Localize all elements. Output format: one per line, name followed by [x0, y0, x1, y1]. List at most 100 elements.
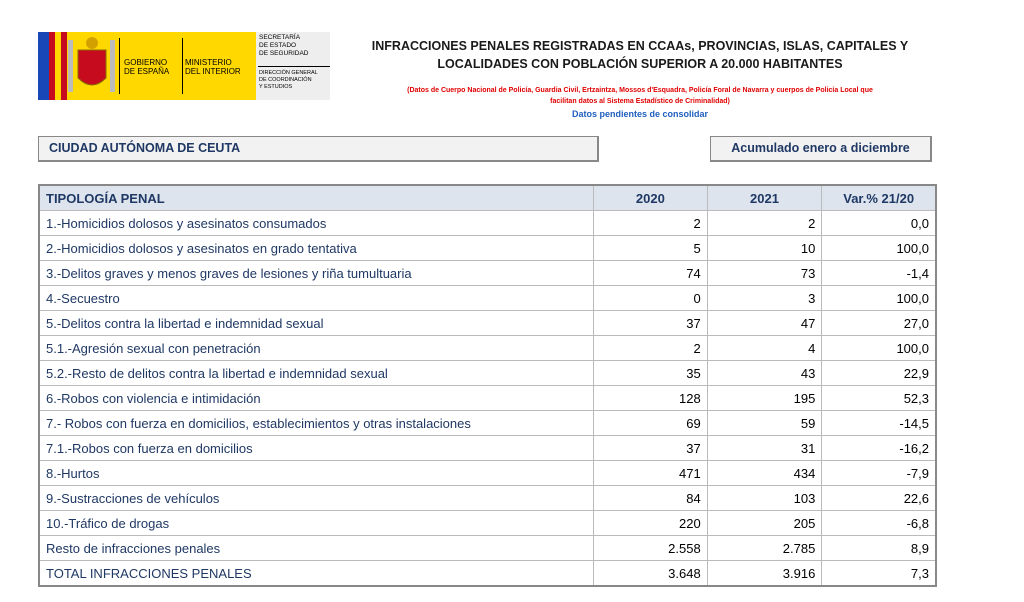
table-body: 1.-Homicidios dolosos y asesinatos consu…: [38, 210, 937, 587]
number-cell: 52,3: [821, 385, 937, 411]
ministry-name: MINISTERIO DEL INTERIOR: [185, 58, 241, 76]
number-cell: -1,4: [821, 260, 937, 286]
logo-line: DE SEGURIDAD: [259, 50, 309, 57]
column-header: Var.% 21/20: [821, 184, 937, 211]
logo-line: MINISTERIO: [185, 58, 232, 67]
number-cell: 10: [706, 235, 823, 261]
label-cell: 5.1.-Agresión sexual con penetración: [38, 335, 595, 361]
logo-line: DIRECCIÓN GENERAL: [259, 70, 318, 76]
table-row: 9.-Sustracciones de vehículos 84 103 22,6: [38, 485, 937, 511]
label-cell: 9.-Sustracciones de vehículos: [38, 485, 595, 511]
table-row: 2.-Homicidios dolosos y asesinatos en gr…: [38, 235, 937, 261]
number-cell: 3: [706, 285, 823, 311]
number-cell: 47: [706, 310, 823, 336]
table-row: 5.-Delitos contra la libertad e indemnid…: [38, 310, 937, 336]
number-cell: 22,6: [821, 485, 937, 511]
number-cell: 2: [593, 335, 708, 361]
title-line: LOCALIDADES CON POBLACIÓN SUPERIOR A 20.…: [437, 57, 843, 71]
number-cell: -6,8: [821, 510, 937, 536]
label-cell: 7.1.-Robos con fuerza en domicilios: [38, 435, 595, 461]
table-row: 3.-Delitos graves y menos graves de lesi…: [38, 260, 937, 286]
period-box: Acumulado enero a diciembre: [710, 136, 932, 162]
column-header: TIPOLOGÍA PENAL: [38, 184, 595, 211]
table-row: 7.1.-Robos con fuerza en domicilios 37 31-…: [38, 435, 937, 461]
table-row: 5.1.-Agresión sexual con penetración 2 4 10…: [38, 335, 937, 361]
number-cell: 220: [593, 510, 708, 536]
government-name: GOBIERNO DE ESPAÑA: [124, 58, 169, 76]
table-row: 5.2.-Resto de delitos contra la libertad…: [38, 360, 937, 386]
region-box: CIUDAD AUTÓNOMA DE CEUTA: [38, 136, 599, 162]
number-cell: 59: [706, 410, 823, 436]
number-cell: 195: [706, 385, 823, 411]
crime-table: TIPOLOGÍA PENAL 2020 2021 Var.% 21/20 1.-Ho…: [38, 184, 937, 587]
logo-line: DE ESTADO: [259, 42, 297, 49]
table-row: 7.- Robos con fuerza en domicilios, esta…: [38, 410, 937, 436]
number-cell: 37: [593, 310, 708, 336]
number-cell: 31: [706, 435, 823, 461]
number-cell: 84: [593, 485, 708, 511]
number-cell: 2.785: [706, 535, 823, 561]
table-row: 8.-Hurtos 471 434 -7,9: [38, 460, 937, 486]
number-cell: 0: [593, 285, 708, 311]
number-cell: 69: [593, 410, 708, 436]
header-row: TIPOLOGÍA PENAL 2020 2021 Var.% 21/20: [38, 184, 937, 211]
logo: GOBIERNO DE ESPAÑA MINISTERIO DEL INTERIOR…: [38, 32, 330, 100]
label-cell: 2.-Homicidios dolosos y asesinatos en gr…: [38, 235, 595, 261]
number-cell: 0,0: [821, 210, 937, 236]
title: INFRACCIONES PENALES REGISTRADAS EN CCAA…: [340, 37, 940, 73]
number-cell: 2: [593, 210, 708, 236]
number-cell: 2: [706, 210, 823, 236]
number-cell: 100,0: [821, 335, 937, 361]
number-cell: 5: [593, 235, 708, 261]
title-line: INFRACCIONES PENALES REGISTRADAS EN CCAA…: [371, 39, 909, 53]
table-row: TOTAL INFRACCIONES PENALES 3.648 3.916 7,3: [38, 560, 937, 587]
logo-line: SECRETARÍA: [259, 34, 301, 41]
number-cell: 4: [706, 335, 823, 361]
table-row: Resto de infracciones penales 2.558 2.785 8…: [38, 535, 937, 561]
column-header: 2021: [706, 184, 823, 211]
number-cell: 73: [706, 260, 823, 286]
logo-graphic: [38, 32, 330, 100]
table-row: 10.-Tráfico de drogas 220 205 -6,8: [38, 510, 937, 536]
number-cell: 128: [593, 385, 708, 411]
number-cell: 103: [706, 485, 823, 511]
number-cell: 434: [706, 460, 823, 486]
source-note: (Datos de Cuerpo Nacional de Policía, Gu…: [340, 85, 940, 107]
logo-line: DE COORDINACIÓN: [259, 77, 312, 83]
label-cell: 5.-Delitos contra la libertad e indemnid…: [38, 310, 595, 336]
number-cell: 43: [706, 360, 823, 386]
label-cell: 7.- Robos con fuerza en domicilios, esta…: [38, 410, 595, 436]
column-header: 2020: [593, 184, 708, 211]
table-row: 4.-Secuestro 0 3 100,0: [38, 285, 937, 311]
label-cell: 4.-Secuestro: [38, 285, 595, 311]
logo-line: Y ESTUDIOS: [259, 84, 293, 90]
number-cell: 3.916: [706, 560, 823, 587]
logo-line: DE ESPAÑA: [124, 67, 170, 76]
note-line: facilitan datos al Sistema Estadístico d…: [550, 98, 730, 105]
number-cell: 35: [593, 360, 708, 386]
number-cell: 100,0: [821, 285, 937, 311]
number-cell: -7,9: [821, 460, 937, 486]
number-cell: 8,9: [821, 535, 937, 561]
number-cell: 7,3: [821, 560, 937, 587]
label-cell: 6.-Robos con violencia e intimidación: [38, 385, 595, 411]
label-cell: Resto de infracciones penales: [38, 535, 595, 561]
number-cell: 22,9: [821, 360, 937, 386]
label-cell: 3.-Delitos graves y menos graves de lesi…: [38, 260, 595, 286]
label-cell: 10.-Tráfico de drogas: [38, 510, 595, 536]
number-cell: 100,0: [821, 235, 937, 261]
logo-line: GOBIERNO: [124, 58, 168, 67]
status: Datos pendientes de consolidar: [571, 109, 709, 119]
number-cell: -16,2: [821, 435, 937, 461]
number-cell: -14,5: [821, 410, 937, 436]
number-cell: 37: [593, 435, 708, 461]
label-cell: 8.-Hurtos: [38, 460, 595, 486]
label-cell: 1.-Homicidios dolosos y asesinatos consu…: [38, 210, 595, 236]
directorate-name: DIRECCIÓN GENERAL DE COORDINACIÓN Y ESTUDI…: [259, 70, 318, 91]
secretariat-name: SECRETARÍA DE ESTADO DE SEGURIDAD: [259, 34, 308, 58]
number-cell: 3.648: [593, 560, 708, 587]
logo-line: DEL INTERIOR: [185, 67, 241, 76]
number-cell: 74: [593, 260, 708, 286]
label-cell: TOTAL INFRACCIONES PENALES: [38, 560, 595, 587]
